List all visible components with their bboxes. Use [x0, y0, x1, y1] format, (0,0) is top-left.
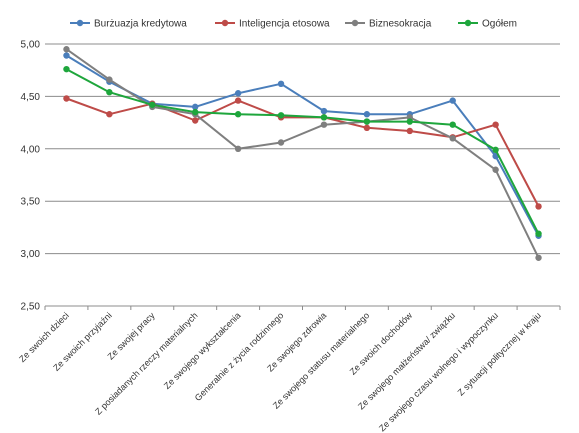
data-point [363, 111, 371, 118]
y-tick-label: 2,50 [21, 302, 41, 313]
y-tick-label: 3,50 [21, 197, 41, 208]
data-point [192, 108, 199, 116]
x-tick-label: Ze swojego wykształcenia [162, 310, 243, 391]
data-point [106, 111, 113, 118]
legend-label: Ogółem [482, 19, 517, 30]
data-point [320, 114, 328, 121]
data-point [234, 97, 242, 104]
data-point [492, 166, 499, 173]
data-point [492, 146, 499, 154]
legend-marker [351, 19, 359, 27]
y-tick-label: 5,00 [21, 40, 41, 51]
data-point [363, 118, 371, 125]
data-point [449, 97, 456, 104]
data-point [106, 76, 113, 83]
legend-label: Inteligencja etosowa [239, 19, 330, 30]
y-tick-label: 4,50 [21, 92, 41, 103]
y-tick-label: 3,00 [21, 249, 41, 260]
series-3 [63, 46, 542, 261]
data-point [234, 90, 242, 97]
legend: Burżuazja kredytowa Inteligencja etosowa B… [70, 19, 517, 30]
data-point [63, 46, 70, 53]
data-point [149, 101, 156, 108]
x-tick-label: Z sytuacji politycznej w kraju [456, 310, 543, 397]
y-axis: 5,00 4,50 4,00 3,50 3,00 2,50 [21, 40, 41, 313]
data-point [192, 117, 199, 124]
legend-marker [464, 19, 472, 27]
data-point [277, 112, 285, 119]
data-point [535, 230, 542, 237]
series-line [66, 97, 540, 207]
y-tick-label: 4,00 [21, 144, 41, 155]
data-point [535, 203, 542, 210]
data-point [363, 124, 371, 132]
data-point [492, 121, 499, 128]
series-line [65, 48, 540, 259]
series-4 [63, 65, 542, 237]
data-point [449, 135, 456, 142]
data-point [63, 65, 70, 73]
legend-label: Burżuazja kredytowa [94, 19, 187, 30]
legend-label: Biznesokracja [369, 19, 432, 30]
data-point [320, 121, 328, 128]
data-point [277, 80, 285, 88]
data-point [406, 127, 413, 135]
data-point [63, 95, 70, 102]
series-2 [63, 95, 542, 210]
data-point [406, 118, 413, 125]
data-point [320, 107, 328, 115]
data-point [449, 121, 456, 128]
series-line [66, 68, 540, 235]
legend-item: Burżuazja kredytowa [70, 19, 187, 30]
legend-item: Inteligencja etosowa [215, 19, 330, 30]
data-point [63, 52, 70, 59]
x-tick-label: Generalnie z życia rodzinnego [193, 310, 286, 403]
series-group [63, 46, 542, 261]
series-line [65, 54, 540, 237]
legend-item: Biznesokracja [345, 19, 432, 30]
gridlines [45, 43, 560, 307]
data-point [106, 89, 113, 96]
data-point [535, 254, 542, 261]
data-point [277, 139, 285, 146]
data-point [234, 145, 242, 152]
data-point [192, 103, 199, 111]
data-point [234, 111, 242, 118]
legend-marker [76, 19, 84, 27]
legend-item: Ogółem [458, 19, 517, 30]
series-1 [63, 52, 542, 239]
legend-marker [221, 19, 229, 27]
